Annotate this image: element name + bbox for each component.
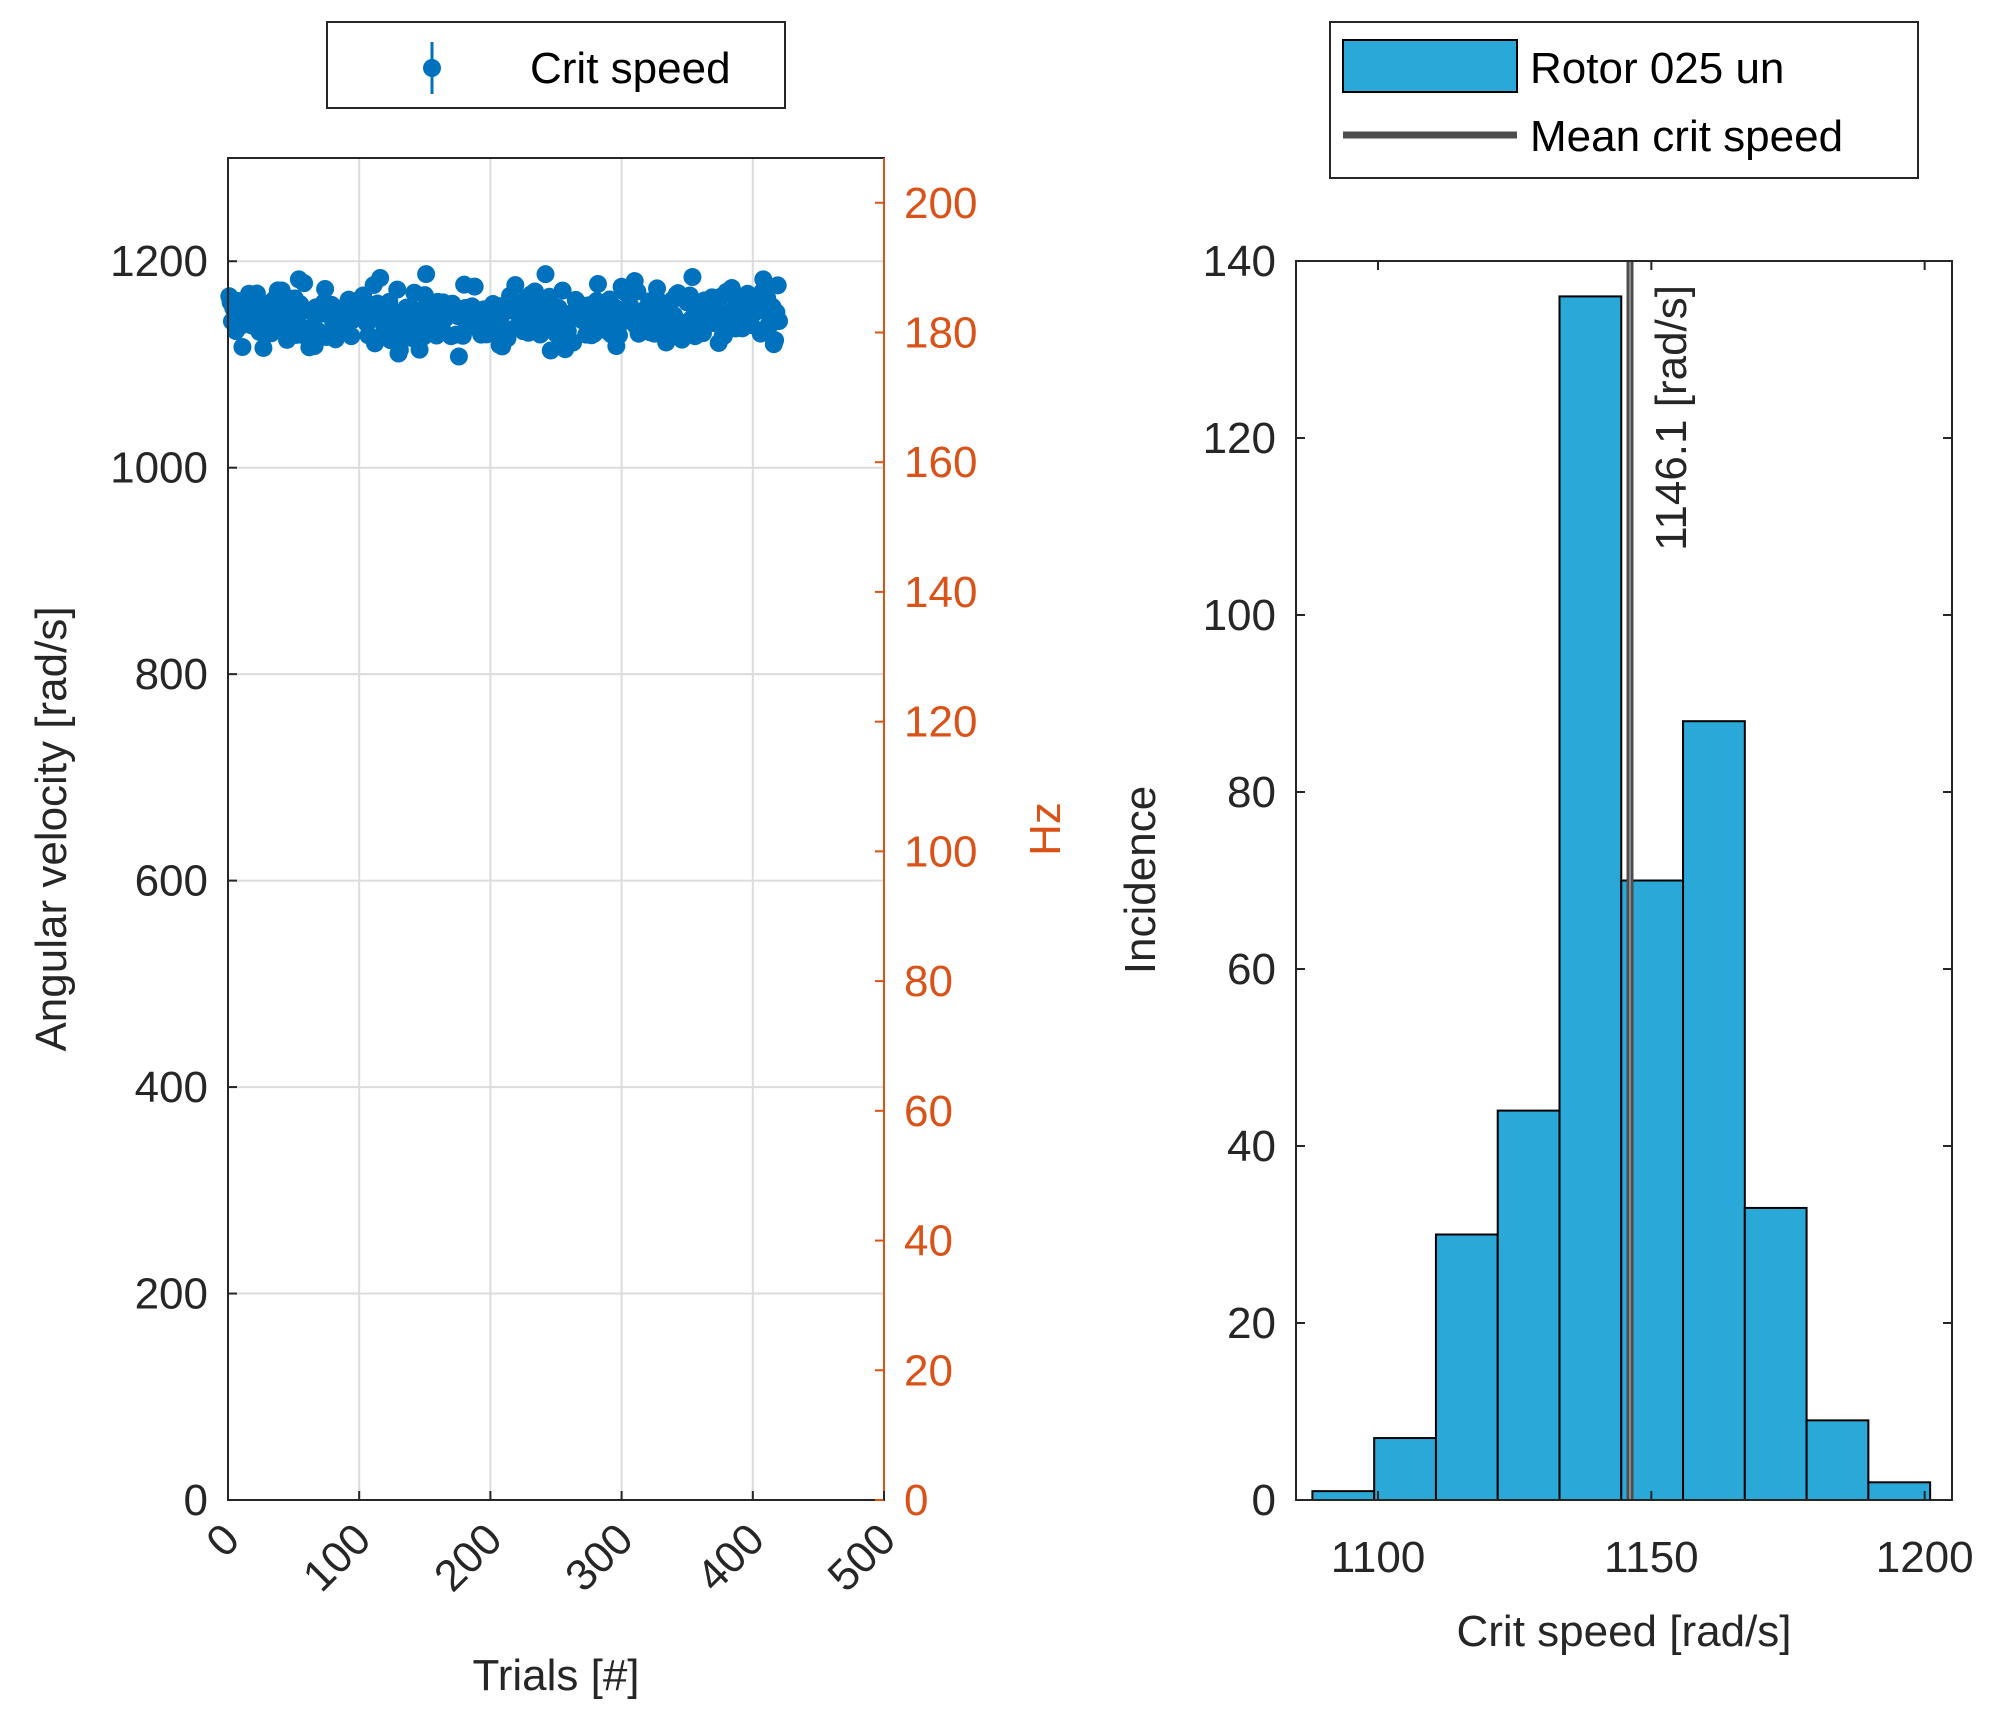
scatter-point (295, 274, 314, 293)
left-x-tick-label: 200 (425, 1514, 512, 1601)
histogram-bar (1434, 1233, 1499, 1501)
scatter-point (553, 281, 572, 300)
right-legend: Rotor 025 un Mean crit speed (1329, 21, 1919, 179)
right-y-tick-label: 100 (904, 827, 977, 876)
legend-label-crit-speed: Crit speed (530, 44, 731, 93)
scatter-point (417, 265, 436, 284)
left-x-tick-label: 400 (687, 1514, 774, 1601)
histogram-y-tick-label: 120 (1203, 414, 1276, 463)
histogram-y-tick-label: 20 (1227, 1299, 1276, 1348)
scatter-point (371, 268, 390, 287)
scatter-point (770, 312, 789, 331)
histogram-y-tick-label: 140 (1203, 237, 1276, 286)
left-x-tick-label: 500 (819, 1514, 906, 1601)
right-y-ticks: 0 20 40 60 80 100 120 140 160 180 200 (875, 179, 977, 1525)
histogram-y-axis-label: Incidence (1116, 786, 1165, 974)
histogram-bar (1373, 1437, 1437, 1502)
histogram-x-tick-label: 1150 (1604, 1533, 1699, 1582)
left-y-tick-label: 800 (135, 650, 208, 699)
scatter-chart: 0 200 400 600 800 1000 1200 0 20 40 60 80 100 120 140… (27, 21, 1070, 1700)
right-y-tick-label: 160 (904, 438, 977, 487)
scatter-point (254, 338, 273, 357)
right-y-tick-label: 60 (904, 1087, 953, 1136)
left-axes-box (227, 157, 885, 1501)
scatter-point (233, 338, 252, 357)
histogram-y-tick-label: 0 (1252, 1476, 1276, 1525)
legend-bar-swatch (1342, 39, 1518, 93)
left-y-tick-label: 1200 (110, 237, 208, 286)
scatter-point (449, 347, 468, 366)
right-y-tick-label: 80 (904, 957, 953, 1006)
histogram-bar (1558, 295, 1623, 1501)
scatter-point (506, 276, 525, 295)
right-y-tick-label: 40 (904, 1217, 953, 1266)
left-legend: Crit speed (326, 21, 786, 109)
left-y-tick-label: 0 (184, 1476, 208, 1525)
scatter-point (564, 333, 583, 352)
histogram-bar (1867, 1481, 1932, 1502)
scatter-point (609, 326, 628, 345)
scatter-point (683, 268, 702, 287)
histogram-x-tick-label: 1200 (1876, 1533, 1974, 1582)
histogram-bar (1496, 1109, 1561, 1501)
scatter-point (680, 286, 699, 305)
legend-label-rotor: Rotor 025 un (1530, 44, 1784, 93)
scatter-point (390, 340, 409, 359)
left-x-ticks: 0 100 200 300 400 500 (197, 1491, 905, 1601)
right-axes-box (1295, 260, 1953, 1501)
histogram-bar (1805, 1419, 1870, 1501)
histogram-y-tick-label: 80 (1227, 768, 1276, 817)
scatter-point (628, 282, 647, 301)
scatter-point (766, 331, 785, 350)
histogram-bar (1682, 720, 1746, 1501)
left-y-axis-label: Angular velocity [rad/s] (27, 606, 76, 1051)
left-y-ticks: 0 200 400 600 800 1000 1200 (110, 237, 237, 1525)
scatter-points (220, 265, 789, 366)
scatter-point (536, 265, 555, 284)
left-x-tick-label: 300 (556, 1514, 643, 1601)
scatter-point (768, 276, 787, 295)
right-chart-y-ticks: 0 20 40 60 80 100 120 140 (1203, 237, 1952, 1525)
histogram-bar (1311, 1490, 1376, 1502)
scatter-point (465, 277, 484, 296)
left-x-axis-label: Trials [#] (472, 1651, 639, 1700)
histogram-bar (1743, 1206, 1808, 1501)
legend-label-mean: Mean crit speed (1530, 112, 1843, 161)
legend-point-marker (423, 59, 441, 77)
scatter-point (754, 270, 773, 289)
scatter-point (588, 274, 607, 293)
histogram-y-tick-label: 40 (1227, 1122, 1276, 1171)
right-y-tick-label: 120 (904, 698, 977, 747)
right-y-tick-label: 140 (904, 568, 977, 617)
left-x-tick-label: 100 (294, 1514, 381, 1601)
histogram-bars (1311, 295, 1932, 1502)
left-y-tick-label: 600 (135, 857, 208, 906)
scatter-point (342, 327, 361, 346)
scatter-point (316, 279, 335, 298)
right-y-axis-label: Hz (1021, 802, 1070, 856)
left-y-tick-label: 400 (135, 1063, 208, 1112)
histogram-x-axis-label: Crit speed [rad/s] (1456, 1607, 1791, 1656)
scatter-point (722, 279, 741, 298)
right-y-tick-label: 180 (904, 308, 977, 357)
left-y-tick-label: 1000 (110, 444, 208, 493)
scatter-point (388, 280, 407, 299)
right-y-tick-label: 20 (904, 1346, 953, 1395)
left-y-tick-label: 200 (135, 1270, 208, 1319)
histogram-y-tick-label: 60 (1227, 945, 1276, 994)
histogram-x-tick-label: 1100 (1331, 1533, 1426, 1582)
mean-annotation: 1146.1 [rad/s] (1647, 285, 1696, 551)
right-y-tick-label: 0 (904, 1476, 928, 1525)
histogram-y-tick-label: 100 (1203, 591, 1276, 640)
left-legend-box (326, 21, 786, 109)
right-y-tick-label: 200 (904, 179, 977, 228)
scatter-point (648, 279, 667, 298)
left-grid (227, 158, 885, 1501)
right-chart-x-ticks: 1100 1150 1200 (1331, 261, 1974, 1582)
